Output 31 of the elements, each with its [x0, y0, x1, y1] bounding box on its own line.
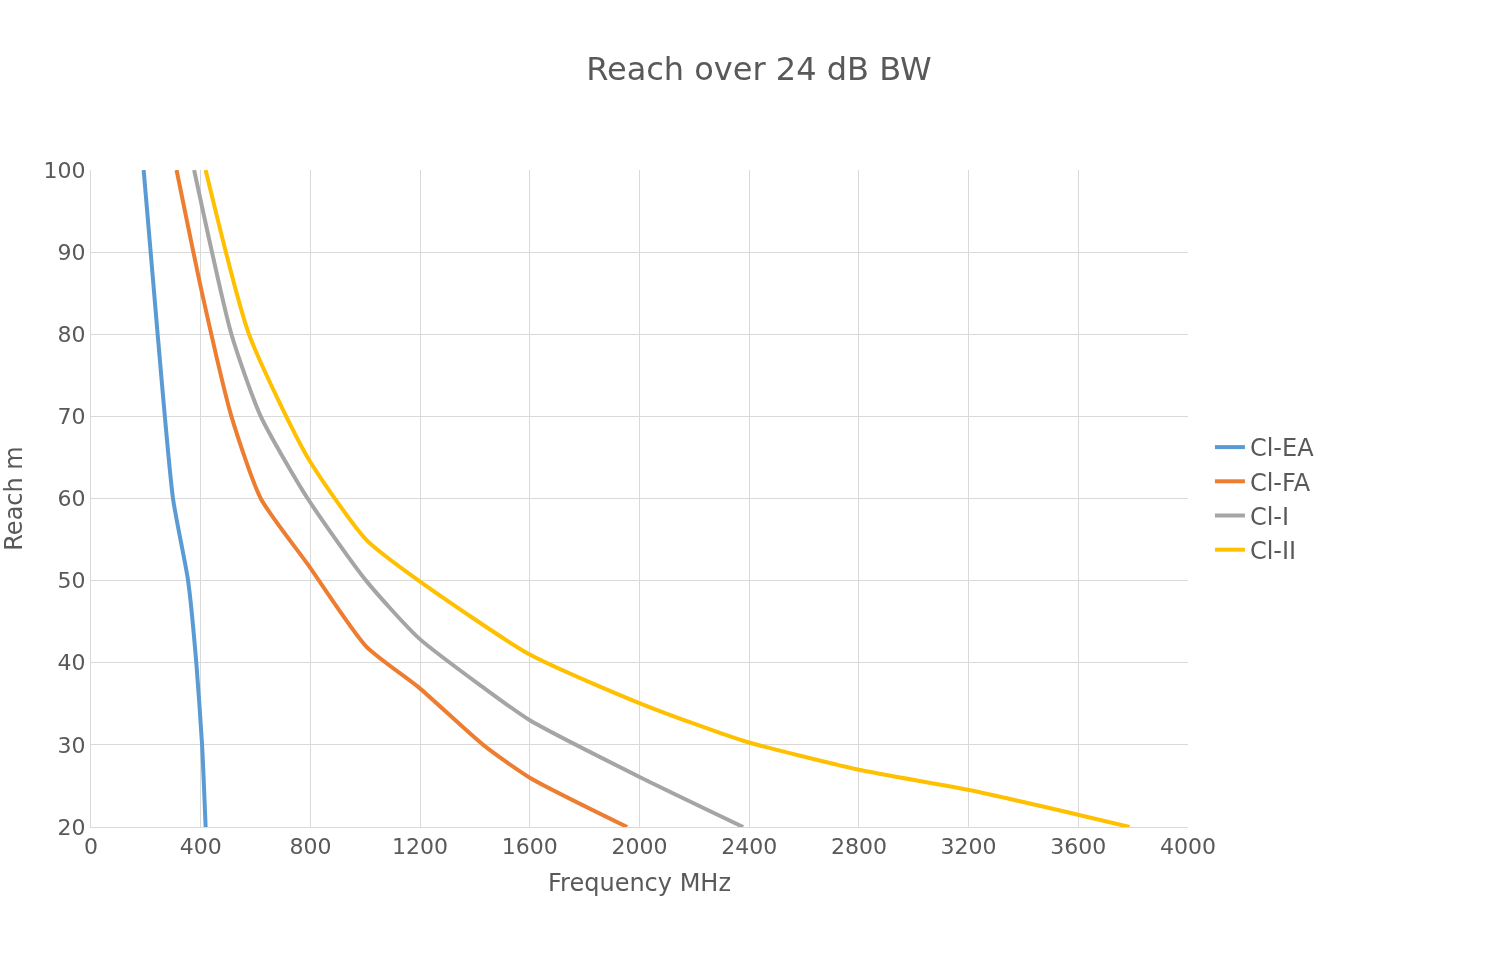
y-tick-label: 100: [43, 157, 86, 183]
x-tick-label: 3200: [940, 834, 997, 860]
x-tick-label: 2000: [611, 834, 668, 860]
x-axis-title: Frequency MHz: [548, 868, 731, 897]
y-tick-label: 80: [57, 321, 86, 347]
x-tick-label: 1200: [392, 834, 449, 860]
y-tick-label: 70: [57, 404, 86, 430]
y-tick-label: 90: [57, 239, 86, 265]
legend-label: Cl-I: [1249, 502, 1290, 531]
line-series: [192, 170, 746, 827]
y-tick-label: 20: [57, 814, 86, 840]
y-tick-label: 30: [57, 732, 86, 758]
legend-label: Cl-EA: [1249, 434, 1315, 463]
x-tick-label: 1600: [501, 834, 558, 860]
x-tick-label: 0: [84, 834, 98, 860]
y-tick-label: 40: [57, 650, 86, 676]
legend-label: Cl-II: [1249, 537, 1297, 566]
x-tick-label: 2400: [721, 834, 778, 860]
y-axis-title: Reach m: [0, 446, 28, 551]
chart-title: Reach over 24 dB BW: [586, 49, 932, 88]
y-tick-label: 50: [57, 568, 86, 594]
x-tick-label: 4000: [1160, 834, 1216, 860]
x-tick-label: 3600: [1050, 834, 1107, 860]
line-series: [203, 170, 1132, 827]
line-series: [141, 170, 208, 827]
x-tick-label: 400: [179, 834, 222, 860]
x-tick-label: 800: [289, 834, 332, 860]
line-series: [174, 170, 630, 827]
x-tick-label: 2800: [830, 834, 887, 860]
legend-label: Cl-FA: [1249, 468, 1311, 497]
y-tick-label: 60: [57, 486, 86, 512]
